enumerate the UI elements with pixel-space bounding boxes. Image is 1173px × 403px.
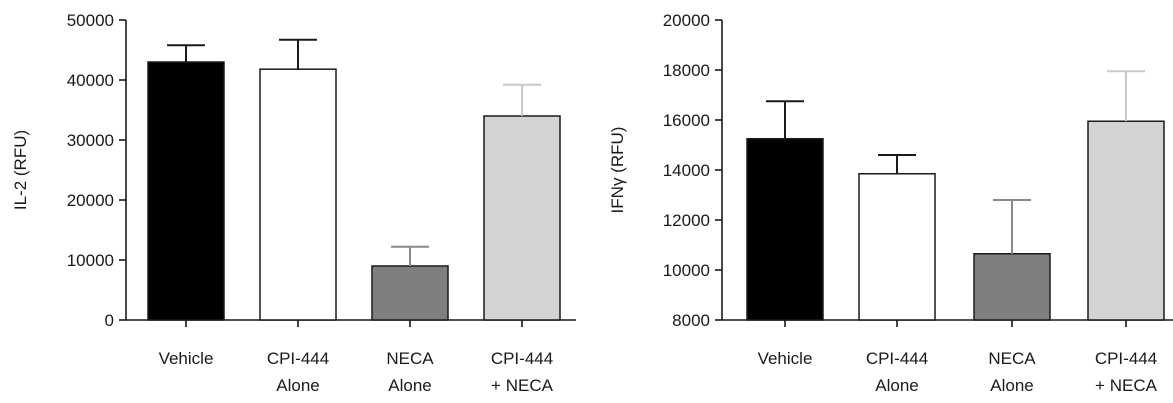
x-tick-label: Alone (276, 376, 319, 395)
y-tick-label: 40000 (67, 71, 114, 90)
y-tick-label: 20000 (67, 191, 114, 210)
bar (259, 68, 337, 321)
y-tick-label: 12000 (663, 211, 710, 230)
bar (746, 138, 824, 321)
y-tick-label: 30000 (67, 131, 114, 150)
y-tick-label: 0 (105, 311, 114, 330)
x-tick-label: CPI-444 (267, 349, 329, 368)
x-tick-label: CPI-444 (866, 349, 928, 368)
x-tick-label: CPI-444 (1095, 349, 1157, 368)
bar (483, 115, 561, 321)
x-tick-label: CPI-444 (491, 349, 553, 368)
y-tick-label: 20000 (663, 11, 710, 30)
y-tick-label: 10000 (67, 251, 114, 270)
bar (1087, 120, 1165, 321)
y-axis-title: IFNγ (RFU) (608, 127, 627, 214)
bar (858, 173, 936, 321)
y-tick-label: 16000 (663, 111, 710, 130)
x-tick-label: Vehicle (758, 349, 813, 368)
bar (147, 61, 225, 321)
x-tick-label: Alone (388, 376, 431, 395)
x-tick-label: + NECA (491, 376, 554, 395)
bar (973, 253, 1051, 321)
x-tick-label: Vehicle (159, 349, 214, 368)
x-tick-label: Alone (875, 376, 918, 395)
x-tick-label: Alone (990, 376, 1033, 395)
x-tick-label: NECA (988, 349, 1036, 368)
bar (371, 265, 449, 321)
il2-chart: IL-2 (RFU) 0 10000 20000 30000 40000 50000 Veh… (11, 11, 576, 395)
y-axis-title: IL-2 (RFU) (11, 130, 30, 210)
y-tick-label: 50000 (67, 11, 114, 30)
y-tick-label: 10000 (663, 261, 710, 280)
x-tick-label: NECA (386, 349, 434, 368)
y-tick-label: 18000 (663, 61, 710, 80)
ifng-chart: IFNγ (RFU) 8000 10000 12000 14000 16000 18000… (608, 11, 1173, 395)
y-tick-label: 8000 (672, 311, 710, 330)
x-tick-label: + NECA (1095, 376, 1158, 395)
y-tick-label: 14000 (663, 161, 710, 180)
